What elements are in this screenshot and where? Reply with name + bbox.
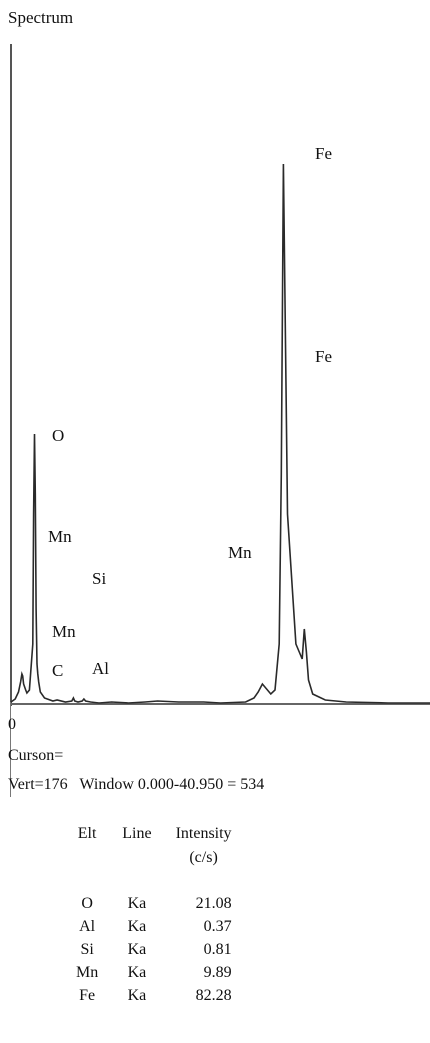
cell-elt: Fe [79, 987, 96, 1004]
peak-label-al: Al [92, 659, 109, 678]
table-row: Fe Ka 82.28 [64, 984, 244, 1007]
cell-elt: Mn [76, 964, 99, 981]
spectrum-trace [10, 163, 430, 704]
table-row: O Ka 21.08 [64, 892, 244, 915]
table-row: Si Ka 0.81 [64, 938, 244, 961]
cell-line: Ka [127, 964, 147, 981]
element-table: Elt Line Intensity (c/s) O Ka 21.08 Al K… [64, 822, 244, 1007]
vert-readout: Vert=176 [8, 776, 68, 793]
table-header-row: Elt Line Intensity (c/s) [64, 822, 244, 870]
peak-label-fe: Fe [315, 347, 332, 366]
window-readout: Vert=176 Window 0.000-40.950 = 534 [8, 776, 264, 794]
peak-label-fe: Fe [315, 144, 332, 163]
table-spacer-row [64, 870, 244, 892]
col-header-elt: Elt [77, 825, 97, 842]
cell-intensity: 21.08 [195, 895, 232, 912]
window-range-readout: Window 0.000-40.950 = 534 [79, 776, 265, 793]
x-axis-zero-label: 0 [8, 716, 16, 733]
status-divider [10, 702, 11, 797]
peak-label-mn: Mn [52, 622, 76, 641]
peak-label-si: Si [92, 569, 106, 588]
spectrum-title: Spectrum [8, 8, 74, 27]
peak-labels: Fe Fe O Mn Mn Si Mn C Al [48, 144, 332, 680]
cell-line: Ka [127, 895, 147, 912]
intensity-header-label: Intensity [175, 825, 232, 842]
peak-label-o: O [52, 426, 64, 445]
cell-line: Ka [127, 941, 147, 958]
cell-intensity: 0.81 [203, 941, 232, 958]
cell-line: Ka [127, 918, 147, 935]
peak-label-mn: Mn [48, 527, 72, 546]
table-row: Al Ka 0.37 [64, 915, 244, 938]
cursor-readout: Curson= [8, 747, 64, 764]
cell-intensity: 0.37 [203, 918, 232, 935]
cell-elt: Al [79, 918, 96, 935]
col-header-intensity: Intensity (c/s) [164, 822, 244, 870]
cell-elt: O [81, 895, 93, 912]
table-row: Mn Ka 9.89 [64, 961, 244, 984]
intensity-unit-label: (c/s) [189, 849, 218, 866]
col-header-line: Line [122, 825, 152, 842]
spectrum-chart: Fe Fe O Mn Mn Si Mn C Al [10, 44, 430, 706]
cell-elt: Si [80, 941, 94, 958]
cell-intensity: 82.28 [195, 987, 232, 1004]
cell-intensity: 9.89 [203, 964, 232, 981]
cell-line: Ka [127, 987, 147, 1004]
peak-label-mn: Mn [228, 543, 252, 562]
peak-label-c: C [52, 661, 63, 680]
